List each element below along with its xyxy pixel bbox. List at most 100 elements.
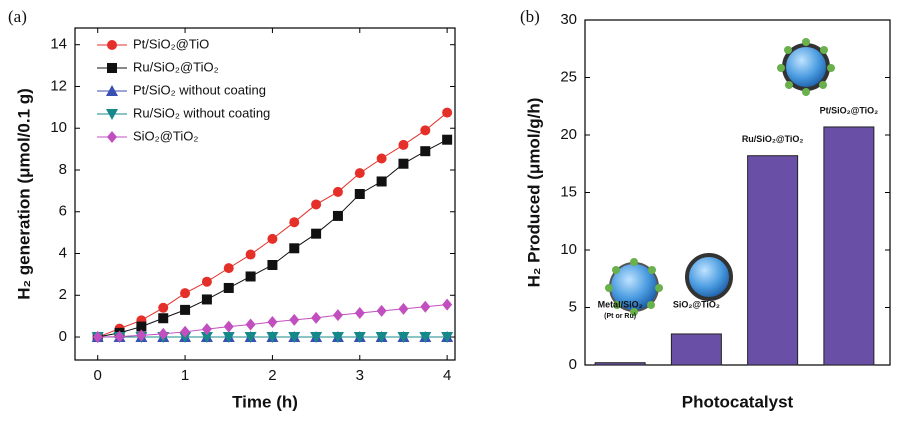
- marker: [398, 302, 409, 315]
- marker: [442, 134, 453, 145]
- marker: [442, 107, 453, 118]
- x-tick-label: 2: [268, 367, 276, 384]
- bar: [823, 126, 875, 366]
- marker: [223, 320, 234, 333]
- marker: [332, 210, 343, 221]
- marker: [267, 315, 278, 328]
- y-tick-label: 14: [50, 36, 67, 53]
- y-tick-label: 25: [560, 68, 577, 85]
- y-tick-label: 10: [50, 119, 67, 136]
- plot-frame: [74, 27, 456, 361]
- y-tick-label: 8: [59, 161, 67, 178]
- marker: [353, 332, 366, 344]
- marker: [201, 323, 212, 336]
- marker: [420, 146, 431, 157]
- panel-label: (b): [520, 7, 540, 26]
- marker: [222, 332, 235, 344]
- marker: [441, 332, 454, 344]
- category-label: Metal/SiO₂: [598, 299, 643, 309]
- marker: [223, 282, 234, 293]
- marker: [201, 276, 212, 287]
- category-label: SiO₂@TiO₂: [673, 299, 720, 309]
- marker: [136, 321, 147, 332]
- y-tick-label: 0: [59, 328, 67, 345]
- marker: [332, 186, 343, 197]
- series-line: [97, 112, 448, 338]
- y-axis-label: H₂ generation (μmol/0.1 g): [14, 88, 33, 300]
- bar: [747, 155, 799, 366]
- legend-label: Pt/SiO₂ without coating: [133, 82, 266, 97]
- particle-icon: [777, 38, 835, 96]
- marker: [376, 153, 387, 164]
- marker: [289, 313, 300, 326]
- y-tick-label: 2: [59, 286, 67, 303]
- particle-icon: [685, 253, 733, 301]
- category-label: Pt/SiO₂@TiO₂: [820, 105, 879, 115]
- y-tick-label: 10: [560, 241, 577, 258]
- marker: [420, 300, 431, 313]
- marker: [376, 304, 387, 317]
- x-axis-label: Photocatalyst: [682, 392, 794, 411]
- annotation: (Pt or Ru): [604, 313, 636, 320]
- x-tick-label: 4: [443, 367, 451, 384]
- marker: [331, 332, 344, 344]
- marker: [180, 304, 191, 315]
- marker: [158, 313, 169, 324]
- category-label: Ru/SiO₂@TiO₂: [742, 134, 804, 144]
- legend-label: Ru/SiO₂@TiO₂: [133, 59, 219, 74]
- legend-marker: [107, 131, 117, 143]
- marker: [200, 332, 213, 344]
- y-axis-label: H₂ Produced (μmol/g/h): [524, 98, 543, 288]
- marker: [311, 311, 322, 324]
- marker: [158, 327, 169, 340]
- marker: [375, 332, 388, 344]
- marker: [376, 176, 387, 187]
- marker: [398, 139, 409, 150]
- x-tick-label: 0: [94, 367, 102, 384]
- y-tick-label: 12: [50, 77, 67, 94]
- marker: [354, 307, 365, 320]
- marker: [397, 332, 410, 344]
- legend-label: Pt/SiO₂@TiO: [133, 36, 209, 51]
- marker: [289, 217, 300, 228]
- x-tick-label: 3: [356, 367, 364, 384]
- marker: [201, 294, 212, 305]
- marker: [267, 259, 278, 270]
- bar: [670, 333, 722, 366]
- marker: [311, 199, 322, 210]
- marker: [266, 332, 279, 344]
- legend-marker: [106, 109, 118, 120]
- marker: [288, 332, 301, 344]
- marker: [442, 298, 453, 311]
- y-tick-label: 0: [569, 356, 577, 373]
- legend-marker: [107, 63, 117, 73]
- marker: [92, 331, 103, 344]
- marker: [180, 325, 191, 338]
- particle-icon: [605, 258, 663, 316]
- legend-label: SiO₂@TiO₂: [133, 128, 198, 143]
- marker: [419, 332, 432, 344]
- marker: [245, 318, 256, 331]
- y-tick-label: 5: [569, 298, 577, 315]
- marker: [310, 332, 323, 344]
- panel-label: (a): [8, 7, 27, 26]
- y-tick-label: 30: [560, 11, 577, 28]
- y-tick-label: 15: [560, 183, 577, 200]
- legend-marker: [107, 40, 117, 50]
- bar: [594, 362, 646, 366]
- marker: [398, 158, 409, 169]
- legend-label: Ru/SiO₂ without coating: [133, 105, 270, 120]
- marker: [180, 288, 191, 299]
- marker: [245, 271, 256, 282]
- marker: [289, 243, 300, 254]
- marker: [136, 329, 147, 342]
- marker: [223, 263, 234, 274]
- marker: [158, 302, 169, 313]
- y-tick-label: 6: [59, 203, 67, 220]
- marker: [354, 168, 365, 179]
- marker: [420, 125, 431, 136]
- marker: [114, 330, 125, 343]
- x-axis-label: Time (h): [232, 392, 298, 411]
- legend-marker: [106, 85, 118, 96]
